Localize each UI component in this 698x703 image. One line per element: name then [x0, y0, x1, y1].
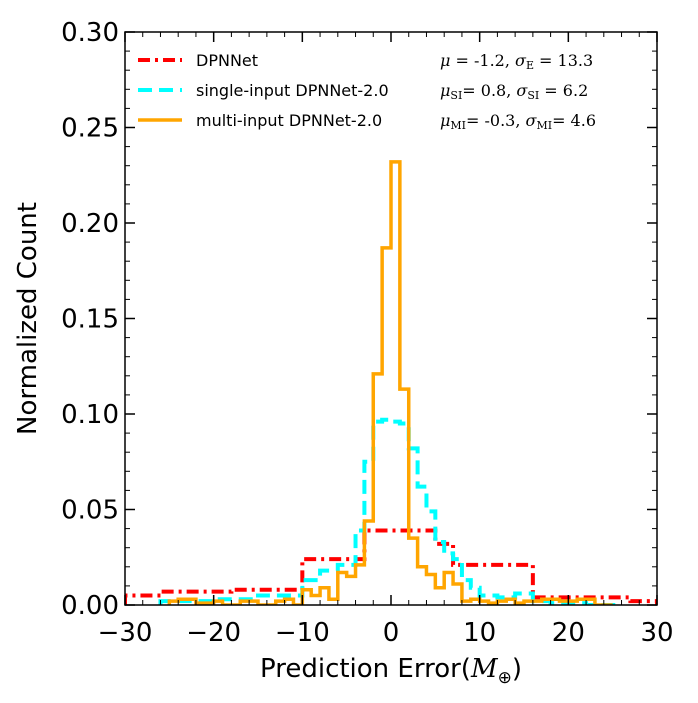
- legend-label-2: single-input DPNNet-2.0: [196, 81, 389, 100]
- x-axis-title-close: ): [512, 654, 522, 684]
- legend-stats-1: μ = -1.2, σE = 13.3: [440, 51, 593, 72]
- x-tick-label: 0: [383, 618, 400, 648]
- y-tick-label: 0.05: [61, 496, 119, 526]
- y-tick-label: 0.00: [61, 591, 119, 621]
- x-tick-label: 10: [463, 618, 496, 648]
- x-axis-title-unit-sub: ⊕: [498, 668, 512, 688]
- y-tick-label: 0.15: [61, 305, 119, 335]
- series-line-2: [158, 417, 622, 605]
- x-tick-label: −10: [275, 618, 330, 648]
- series-1: [125, 528, 657, 605]
- series-line-3: [167, 160, 613, 605]
- legend-stats-2: μSI= 0.8, σSI = 6.2: [440, 81, 588, 102]
- legend-label-1: DPNNet: [196, 51, 258, 70]
- legend-stats-3: μMI= -0.3, σMI= 4.6: [440, 111, 596, 132]
- y-tick-label: 0.20: [61, 209, 119, 239]
- y-axis-title: Normalized Count: [13, 202, 43, 435]
- y-tick-label: 0.25: [61, 114, 119, 144]
- series-line-1: [125, 528, 657, 605]
- x-axis-title: Prediction Error(M⊕): [260, 654, 522, 688]
- x-tick-label: 30: [640, 618, 673, 648]
- y-tick-label: 0.30: [61, 18, 119, 48]
- x-tick-label: −30: [98, 618, 153, 648]
- series-2: [158, 417, 622, 605]
- y-tick-label: 0.10: [61, 400, 119, 430]
- x-axis-title-unit: M: [470, 654, 499, 684]
- legend-label-3: multi-input DPNNet-2.0: [196, 111, 382, 130]
- x-tick-label: −20: [186, 618, 241, 648]
- x-tick-label: 20: [552, 618, 585, 648]
- series-3: [167, 160, 613, 605]
- x-axis-title-text: Prediction Error(: [260, 654, 471, 684]
